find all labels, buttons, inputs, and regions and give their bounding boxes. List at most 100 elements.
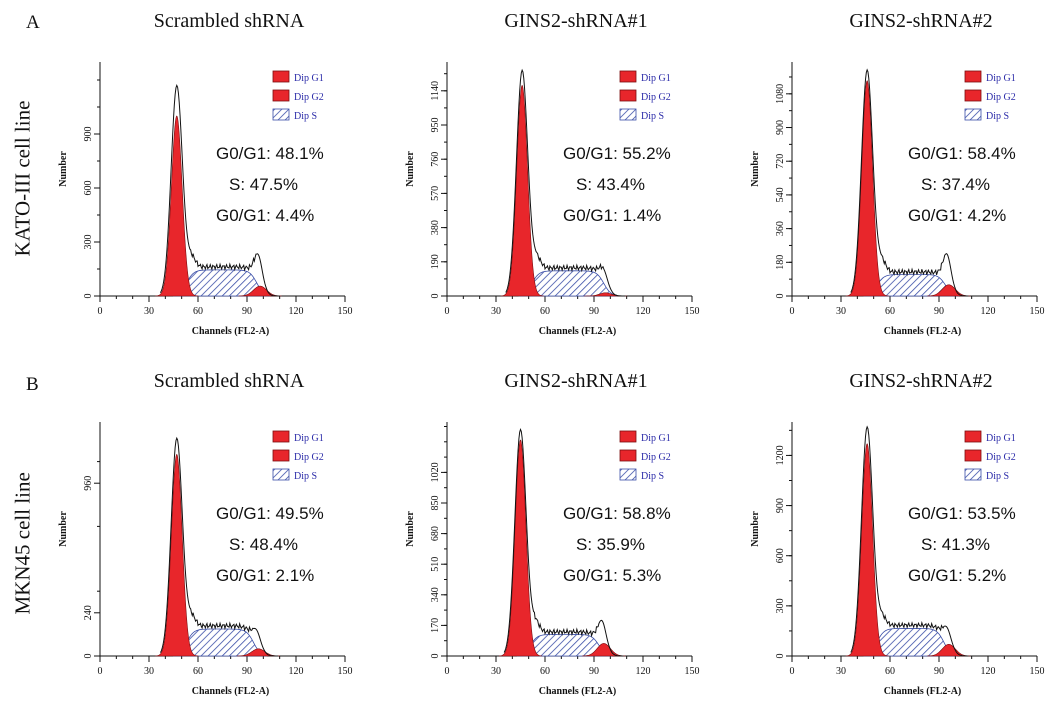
legend-swatch <box>619 70 637 83</box>
histogram-svg: GINS2-shRNA#2 0 30 60 90 120 150 0 300 600 900 1200… <box>750 370 1045 697</box>
x-tick-label: 150 <box>338 666 353 677</box>
x-axis-label: Channels (FL2-A) <box>192 326 270 337</box>
legend-label: Dip G1 <box>294 433 324 444</box>
histogram-b1: Scrambled shRNA 0 30 60 90 120 150 0 240 960 Chann… <box>58 360 378 705</box>
y-tick-label: 720 <box>775 154 786 169</box>
y-tick-label: 1020 <box>430 462 441 482</box>
x-tick-label: 150 <box>685 306 700 317</box>
chart-title: GINS2-shRNA#1 <box>504 370 647 392</box>
y-tick-label: 0 <box>775 654 786 659</box>
legend-label: Dip S <box>294 111 317 122</box>
legend-swatch <box>964 449 982 462</box>
histogram-b3: GINS2-shRNA#2 0 30 60 90 120 150 0 300 600 900 1200… <box>750 360 1054 705</box>
x-axis-label: Channels (FL2-A) <box>884 686 962 697</box>
stat-text: G0/G1: 55.2% <box>563 144 671 163</box>
x-tick-label: 90 <box>242 306 252 317</box>
histogram-svg: GINS2-shRNA#2 0 30 60 90 120 150 0 180 360 540 720 9… <box>750 10 1045 337</box>
stat-text: G0/G1: 58.4% <box>908 144 1016 163</box>
x-tick-label: 120 <box>636 666 651 677</box>
legend-swatch <box>272 108 290 121</box>
x-tick-label: 30 <box>491 666 501 677</box>
stat-text: G0/G1: 58.8% <box>563 504 671 523</box>
y-tick-label: 380 <box>430 220 441 235</box>
chart-title: GINS2-shRNA#2 <box>849 370 992 392</box>
y-tick-label: 1080 <box>775 84 786 104</box>
panel-label-b: B <box>26 374 39 395</box>
stat-text: S: 35.9% <box>576 535 645 554</box>
y-tick-label: 0 <box>430 294 441 299</box>
y-tick-label: 680 <box>430 526 441 541</box>
legend-label: Dip G1 <box>641 73 671 84</box>
y-tick-label: 180 <box>775 255 786 270</box>
y-tick-label: 540 <box>775 187 786 202</box>
y-tick-label: 600 <box>775 548 786 563</box>
x-tick-label: 0 <box>790 306 795 317</box>
legend: Dip G1 Dip G2 Dip S <box>619 70 671 122</box>
g2-peak-area <box>927 643 971 657</box>
y-axis-label: Number <box>750 151 761 187</box>
y-tick-label: 190 <box>430 254 441 269</box>
x-axis-label: Channels (FL2-A) <box>192 686 270 697</box>
data-envelope-line <box>850 425 969 657</box>
x-tick-label: 0 <box>445 306 450 317</box>
legend: Dip G1 Dip G2 Dip S <box>272 430 324 482</box>
histogram-a3: GINS2-shRNA#2 0 30 60 90 120 150 0 180 360 540 720 9… <box>750 0 1054 345</box>
x-tick-label: 30 <box>836 306 846 317</box>
y-tick-label: 340 <box>430 587 441 602</box>
y-tick-label: 300 <box>775 598 786 613</box>
stat-text: G0/G1: 48.1% <box>216 144 324 163</box>
x-tick-label: 30 <box>836 666 846 677</box>
legend: Dip G1 Dip G2 Dip S <box>272 70 324 122</box>
row-label-kato-iii: KATO-III cell line <box>10 100 35 257</box>
x-tick-label: 60 <box>540 666 550 677</box>
legend-label: Dip G2 <box>641 452 671 463</box>
chart-title: GINS2-shRNA#1 <box>504 10 647 32</box>
legend-swatch <box>272 70 290 83</box>
x-tick-label: 0 <box>98 666 103 677</box>
legend: Dip G1 Dip G2 Dip S <box>964 430 1016 482</box>
x-tick-label: 150 <box>685 666 700 677</box>
y-tick-label: 900 <box>83 127 94 142</box>
histogram-svg: GINS2-shRNA#1 0 30 60 90 120 150 0 190 380 570 760 9… <box>405 10 700 337</box>
g1-peak-area <box>498 439 543 657</box>
y-axis-label: Number <box>58 511 69 547</box>
stat-text: S: 37.4% <box>921 175 990 194</box>
stat-text: G0/G1: 53.5% <box>908 504 1016 523</box>
data-envelope-line <box>159 84 280 297</box>
chart-title: Scrambled shRNA <box>154 370 305 392</box>
x-tick-label: 150 <box>1030 306 1045 317</box>
x-axis-label: Channels (FL2-A) <box>539 326 617 337</box>
legend-swatch <box>272 468 290 481</box>
legend-label: Dip G2 <box>294 452 324 463</box>
x-tick-label: 0 <box>445 666 450 677</box>
x-tick-label: 150 <box>1030 666 1045 677</box>
data-envelope-line <box>159 436 279 657</box>
legend-swatch <box>619 468 637 481</box>
x-tick-label: 60 <box>193 666 203 677</box>
x-tick-label: 60 <box>885 306 895 317</box>
x-axis-label: Channels (FL2-A) <box>884 326 962 337</box>
legend-swatch <box>619 89 637 102</box>
row-label-mkn45: MKN45 cell line <box>10 472 35 615</box>
histogram-a2: GINS2-shRNA#1 0 30 60 90 120 150 0 190 380 570 760 9… <box>405 0 725 345</box>
legend-swatch <box>619 449 637 462</box>
s-phase-area <box>173 269 271 297</box>
g1-peak-area <box>500 84 544 297</box>
legend-swatch <box>964 89 982 102</box>
legend-label: Dip S <box>641 471 664 482</box>
x-tick-label: 0 <box>790 666 795 677</box>
stat-text: G0/G1: 4.2% <box>908 206 1006 225</box>
x-tick-label: 60 <box>540 306 550 317</box>
x-tick-label: 150 <box>338 306 353 317</box>
legend-swatch <box>964 430 982 443</box>
legend-label: Dip S <box>986 111 1009 122</box>
x-tick-label: 0 <box>98 306 103 317</box>
data-envelope-line <box>850 68 969 297</box>
x-tick-label: 60 <box>193 306 203 317</box>
legend: Dip G1 Dip G2 Dip S <box>964 70 1016 122</box>
legend-label: Dip G2 <box>986 452 1016 463</box>
chart-title: GINS2-shRNA#2 <box>849 10 992 32</box>
stat-text: G0/G1: 2.1% <box>216 566 314 585</box>
y-tick-label: 960 <box>83 476 94 491</box>
legend-swatch <box>272 449 290 462</box>
